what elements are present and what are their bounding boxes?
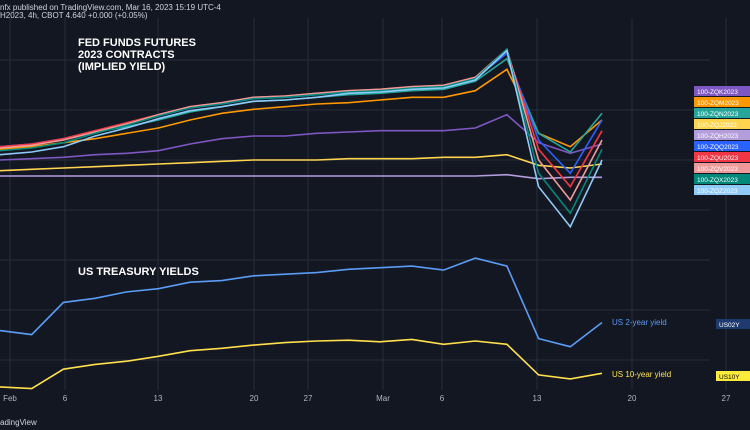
legend-label: 100-ZQZ2023 [697,188,738,195]
x-tick-label: 13 [154,394,163,403]
treasury-tag-bg [716,371,750,381]
symbol-info-line: H2023, 4h, CBOT 4.640 +0.000 (+0.05%) [0,11,148,20]
legend-label: 100-ZQN2023 [697,111,739,118]
x-tick-label: 6 [440,394,445,403]
legend-label: 100-ZQM2023 [697,100,739,107]
treasury-tag-bg [716,319,750,329]
treasury-tag-label: US10Y [719,374,740,381]
legend-badge [694,174,750,184]
legend-badge [694,130,750,140]
x-tick-label: 20 [250,394,259,403]
legend-label: 100-ZQK2023 [697,89,738,96]
legend-badge [694,163,750,173]
treasury-series-line-1 [0,338,603,390]
treasury-tag-label: US02Y [719,322,740,329]
fedfunds-series-line-9 [0,49,603,229]
treasury-series-line-0 [0,257,603,348]
legend-label: 100-ZQJ2023 [697,122,737,129]
x-tick-label: 27 [722,394,731,403]
fedfunds-title-line: 2023 CONTRACTS [78,49,175,61]
legend-label: 100-ZQV2023 [697,166,738,173]
legend-badge [694,108,750,118]
x-tick-label: 6 [63,394,68,403]
fedfunds-series-line-4 [0,173,602,180]
legend-label: 100-ZQX2023 [697,177,738,184]
x-tick-label: Feb [3,394,17,403]
treasury-title: US TREASURY YIELDS [78,266,199,278]
legend-badge [694,152,750,162]
treasury-series-label: US 10-year yield [612,370,671,379]
publisher-text: nfx published on TradingView.com, Mar 16… [0,3,221,12]
legend-badge [694,141,750,151]
legend-label: 100-ZQH2023 [697,133,739,140]
legend-badge [694,97,750,107]
x-tick-label: 13 [533,394,542,403]
legend-label: 100-ZQQ2023 [697,144,739,151]
chart-header: nfx published on TradingView.com, Mar 16… [0,0,750,20]
treasury-series-label: US 2-year yield [612,318,667,327]
legend-badge [694,119,750,129]
legend-badge [694,185,750,195]
tradingview-brand: adingView [0,418,37,427]
fedfunds-title-line: (IMPLIED YIELD) [78,61,166,73]
x-tick-label: 20 [628,394,637,403]
fedfunds-series-line-1 [0,68,603,151]
x-tick-label: 27 [304,394,313,403]
fedfunds-series-line-8 [0,47,603,215]
fedfunds-title-line: FED FUNDS FUTURES [78,37,196,49]
fedfunds-series-line-3 [0,153,603,172]
legend-badge [694,86,750,96]
legend-label: 100-ZQU2023 [697,155,739,162]
fedfunds-series-line-0 [0,113,603,161]
x-tick-label: Mar [376,394,390,403]
